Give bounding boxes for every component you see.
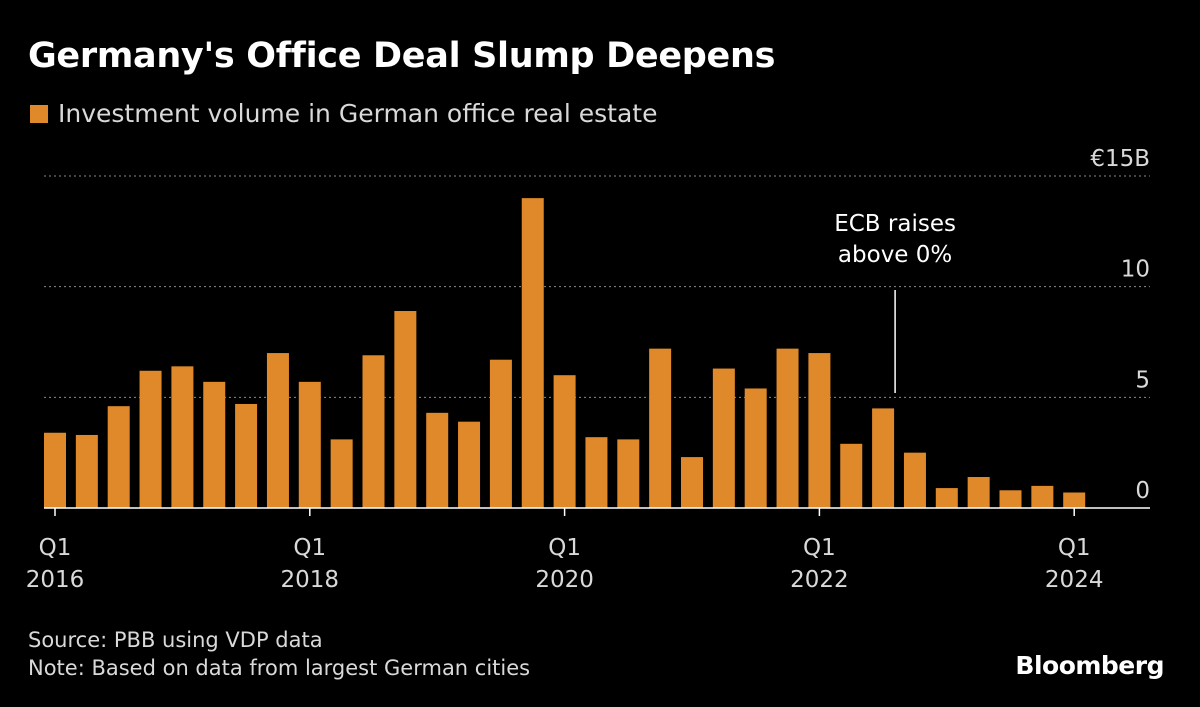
bar xyxy=(203,381,226,508)
legend-label: Investment volume in German office real … xyxy=(58,99,658,128)
bar xyxy=(394,311,417,508)
bar xyxy=(458,421,481,508)
bloomberg-logo: Bloomberg xyxy=(1015,651,1164,680)
x-tick-label: 2024 xyxy=(1045,567,1104,593)
bar xyxy=(840,443,863,508)
bar xyxy=(776,348,799,508)
bar xyxy=(266,353,289,508)
bar xyxy=(426,412,449,508)
y-tick-label: 10 xyxy=(1121,257,1150,283)
bar xyxy=(330,439,353,508)
bar xyxy=(712,368,735,508)
bar xyxy=(872,408,895,508)
y-tick-label: 5 xyxy=(1135,367,1150,393)
bar xyxy=(75,434,98,508)
x-tick-label: Q1 xyxy=(803,535,836,561)
bar xyxy=(1031,485,1054,508)
bar xyxy=(171,366,194,508)
x-tick-label: Q1 xyxy=(293,535,326,561)
bar xyxy=(235,403,258,508)
x-tick-label: Q1 xyxy=(39,535,72,561)
x-tick-label: 2018 xyxy=(281,567,340,593)
bar xyxy=(298,381,321,508)
chart-title: Germany's Office Deal Slump Deepens xyxy=(28,36,776,76)
y-tick-label: €15B xyxy=(1090,146,1150,172)
bar xyxy=(808,353,831,508)
bar xyxy=(139,370,162,508)
annotation-label: above 0% xyxy=(838,242,952,268)
bar xyxy=(744,388,767,508)
bar xyxy=(489,359,512,508)
bar xyxy=(585,437,608,508)
bar xyxy=(681,457,703,508)
y-tick-label: 0 xyxy=(1135,478,1150,504)
bar xyxy=(107,406,130,508)
bar xyxy=(362,355,385,508)
bar xyxy=(903,452,926,508)
bar xyxy=(1063,492,1086,508)
bar xyxy=(521,198,544,508)
source-note: Source: PBB using VDP data xyxy=(28,628,323,652)
x-tick-label: Q1 xyxy=(548,535,581,561)
bar xyxy=(44,432,66,508)
bar xyxy=(649,348,672,508)
bar xyxy=(999,490,1022,508)
x-tick-label: 2016 xyxy=(26,567,85,593)
legend-swatch xyxy=(30,104,48,123)
legend: Investment volume in German office real … xyxy=(30,99,657,128)
bar xyxy=(967,477,990,508)
bar xyxy=(935,488,958,508)
footnote: Note: Based on data from largest German … xyxy=(28,656,531,680)
x-tick-label: Q1 xyxy=(1058,535,1091,561)
bar xyxy=(553,375,576,508)
x-tick-label: 2022 xyxy=(790,567,849,593)
x-tick-label: 2020 xyxy=(535,567,594,593)
annotation-label: ECB raises xyxy=(834,211,956,237)
bar xyxy=(617,439,640,508)
